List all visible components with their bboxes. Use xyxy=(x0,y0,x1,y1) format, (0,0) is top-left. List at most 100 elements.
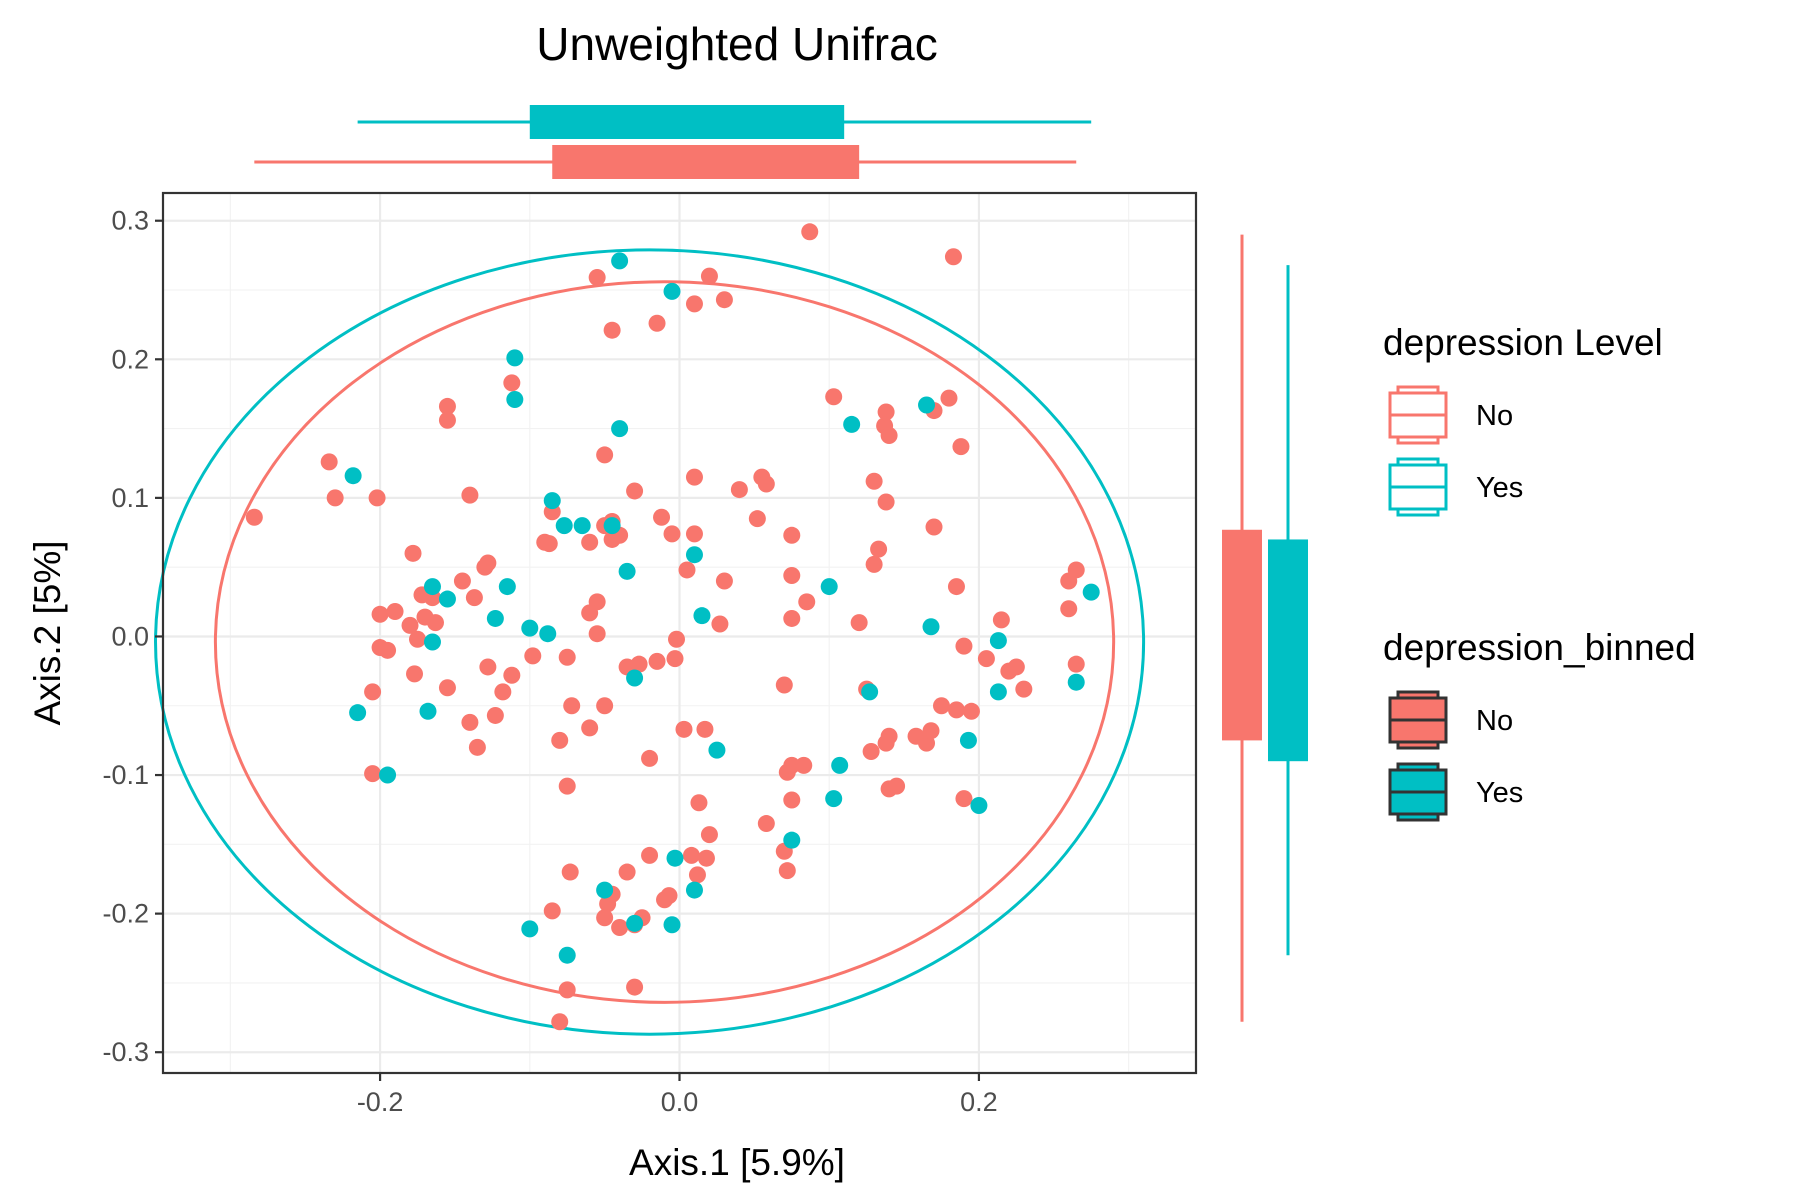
point-no xyxy=(877,734,895,752)
point-yes xyxy=(423,578,441,596)
point-yes xyxy=(663,282,681,300)
point-yes xyxy=(521,619,539,637)
legend-key-yes xyxy=(1388,457,1448,517)
point-no xyxy=(977,650,995,668)
point-no xyxy=(955,790,973,808)
point-no xyxy=(551,1013,569,1031)
point-no xyxy=(486,706,504,724)
point-yes xyxy=(349,704,367,722)
point-yes xyxy=(831,756,849,774)
ellipse-no xyxy=(213,280,1116,1004)
point-no xyxy=(757,815,775,833)
point-yes xyxy=(558,946,576,964)
point-yes xyxy=(825,790,843,808)
point-yes xyxy=(922,618,940,636)
y-axis: -0.3 -0.2 -0.1 0.0 0.1 0.2 0.3 xyxy=(102,206,163,1067)
legend-key-no xyxy=(1388,690,1448,750)
point-no xyxy=(1015,680,1033,698)
point-no xyxy=(925,518,943,536)
grid-lines xyxy=(163,193,1196,1073)
point-no xyxy=(611,918,629,936)
point-no xyxy=(426,614,444,632)
point-yes xyxy=(843,415,861,433)
marginal-boxplots-x xyxy=(254,105,1092,179)
point-no xyxy=(668,630,686,648)
point-no xyxy=(783,609,801,627)
point-no xyxy=(783,791,801,809)
point-yes xyxy=(685,881,703,899)
boxplot-y-box-no xyxy=(1222,529,1262,741)
point-no xyxy=(700,267,718,285)
point-yes xyxy=(506,390,524,408)
point-no xyxy=(798,593,816,611)
point-no xyxy=(461,713,479,731)
point-yes xyxy=(626,669,644,687)
point-no xyxy=(865,472,883,490)
boxplot-y-box-yes xyxy=(1268,539,1308,762)
point-no xyxy=(603,321,621,339)
point-no xyxy=(962,702,980,720)
point-no xyxy=(630,655,648,673)
point-no xyxy=(932,697,950,715)
boxplot-x-box-yes xyxy=(529,105,845,139)
point-no xyxy=(588,625,606,643)
point-no xyxy=(453,572,471,590)
point-no xyxy=(245,508,263,526)
x-axis: -0.2 0.0 0.2 xyxy=(357,1073,998,1117)
point-no xyxy=(558,648,576,666)
point-no xyxy=(870,540,888,558)
y-tick-label: -0.3 xyxy=(102,1037,149,1067)
point-no xyxy=(596,909,614,927)
point-no xyxy=(596,697,614,715)
point-no xyxy=(648,652,666,670)
point-yes xyxy=(555,517,573,535)
point-no xyxy=(952,438,970,456)
point-yes xyxy=(708,741,726,759)
point-no xyxy=(364,683,382,701)
point-no xyxy=(406,665,424,683)
point-no xyxy=(368,489,386,507)
point-no xyxy=(653,508,671,526)
point-yes xyxy=(918,396,936,414)
point-no xyxy=(666,650,684,668)
point-yes xyxy=(959,731,977,749)
point-yes xyxy=(1067,673,1085,691)
point-no xyxy=(641,749,659,767)
point-no xyxy=(682,846,700,864)
point-yes xyxy=(423,633,441,651)
point-no xyxy=(748,510,766,528)
point-no xyxy=(783,756,801,774)
y-tick-label: 0.2 xyxy=(111,344,149,374)
point-no xyxy=(660,887,678,905)
point-no xyxy=(618,863,636,881)
point-no xyxy=(685,525,703,543)
point-no xyxy=(888,777,906,795)
point-yes xyxy=(618,562,636,580)
point-yes xyxy=(685,546,703,564)
point-no xyxy=(540,535,558,553)
x-tick-label: 0.0 xyxy=(661,1087,699,1117)
point-yes xyxy=(1082,583,1100,601)
point-yes xyxy=(663,916,681,934)
point-no xyxy=(596,446,614,464)
point-yes xyxy=(596,881,614,899)
point-no xyxy=(697,849,715,867)
point-no xyxy=(641,846,659,864)
point-yes xyxy=(539,625,557,643)
point-yes xyxy=(506,349,524,367)
point-no xyxy=(588,269,606,287)
point-no xyxy=(401,616,419,634)
point-no xyxy=(715,572,733,590)
point-no xyxy=(862,742,880,760)
point-no xyxy=(551,731,569,749)
point-no xyxy=(524,647,542,665)
point-no xyxy=(626,482,644,500)
point-no xyxy=(479,658,497,676)
point-no xyxy=(685,295,703,313)
y-tick-label: -0.1 xyxy=(102,760,149,790)
chart-title: Unweighted Unifrac xyxy=(536,18,937,70)
point-no xyxy=(581,533,599,551)
legend-title: depression_binned xyxy=(1383,627,1696,668)
point-no xyxy=(465,589,483,607)
